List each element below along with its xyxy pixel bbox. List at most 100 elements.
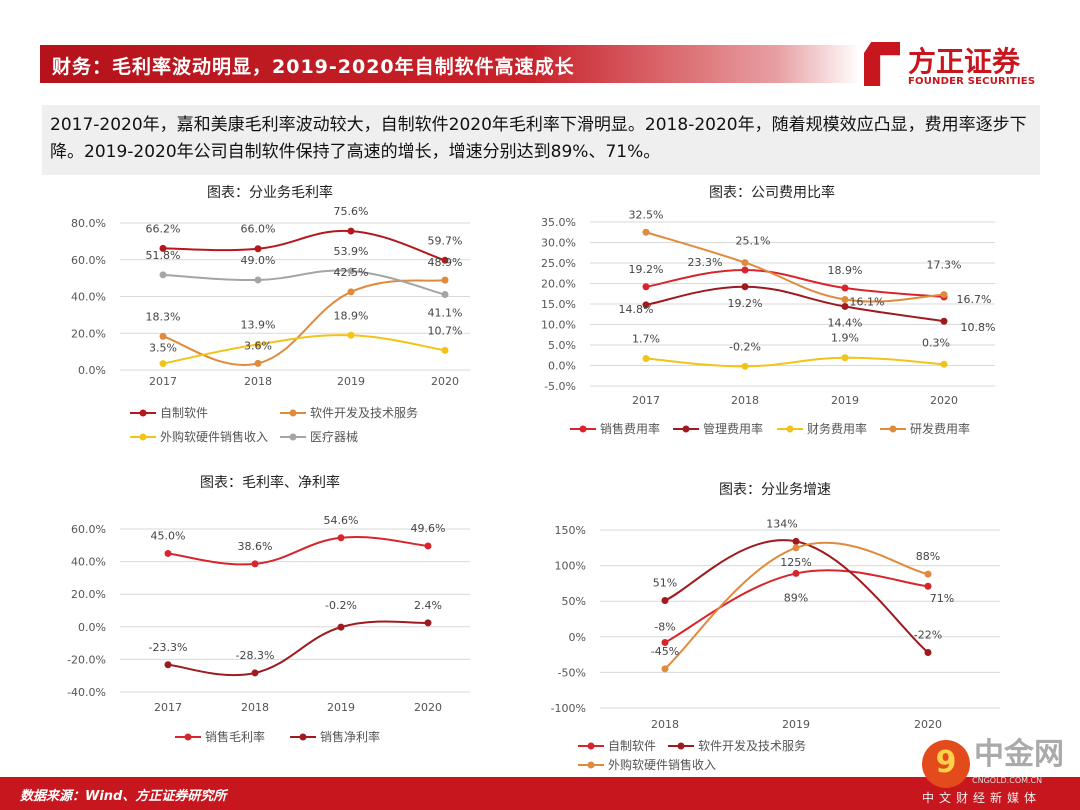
data-label: 18.9%: [334, 309, 369, 322]
data-label: 125%: [780, 556, 811, 569]
header-bar: 财务：毛利率波动明显，2019-2020年自制软件高速成长: [40, 45, 860, 83]
data-point: [441, 290, 449, 298]
data-point: [441, 346, 449, 354]
data-point: [841, 295, 849, 303]
data-point: [424, 542, 432, 550]
data-label: 2.4%: [414, 599, 442, 612]
summary-text: 2017-2020年，嘉和美康毛利率波动较大，自制软件2020年毛利率下滑明显。…: [50, 115, 1027, 162]
data-label: 10.7%: [428, 324, 463, 337]
legend-label: 自制软件: [160, 406, 208, 420]
legend-marker-icon: [677, 742, 685, 750]
data-point: [642, 228, 650, 236]
data-point: [424, 619, 432, 627]
data-point: [841, 354, 849, 362]
legend-label: 外购软硬件销售收入: [160, 429, 268, 444]
x-tick-label: 2018: [244, 375, 272, 388]
x-tick-label: 2019: [327, 701, 355, 714]
legend-label: 自制软件: [608, 739, 656, 753]
x-tick-label: 2020: [414, 701, 442, 714]
data-label: -23.3%: [149, 641, 188, 654]
x-tick-label: 2020: [930, 394, 958, 407]
y-tick-label: 25.0%: [541, 257, 576, 270]
data-point: [924, 648, 932, 656]
data-label: 19.2%: [728, 297, 763, 310]
watermark-cn: 中金网: [974, 737, 1064, 772]
legend-label: 财务费用率: [807, 421, 867, 436]
x-tick-label: 2017: [632, 394, 660, 407]
data-label: 23.3%: [688, 256, 723, 269]
y-tick-label: 100%: [555, 560, 586, 573]
legend-marker-icon: [184, 733, 192, 741]
data-point: [251, 560, 259, 568]
legend-label: 软件开发及技术服务: [310, 405, 418, 420]
data-point: [347, 267, 355, 275]
data-label: 134%: [766, 517, 797, 530]
data-source: 数据来源：Wind、方正证券研究所: [20, 789, 227, 804]
y-tick-label: -50%: [558, 666, 586, 679]
y-tick-label: -20.0%: [67, 653, 106, 666]
logo-cn: 方正证券: [908, 45, 1021, 78]
data-point: [792, 544, 800, 552]
data-label: 0.3%: [922, 336, 950, 349]
series-line: [645, 356, 945, 368]
data-point: [159, 360, 167, 368]
data-label: 88%: [916, 550, 940, 563]
x-tick-label: 2019: [337, 375, 365, 388]
data-point: [164, 661, 172, 669]
data-label: 32.5%: [629, 208, 664, 221]
data-label: 51.8%: [146, 249, 181, 262]
data-label: 18.9%: [828, 264, 863, 277]
data-point: [841, 284, 849, 292]
watermark-url: CNGOLD.COM.CN: [972, 776, 1043, 785]
x-tick-label: 2018: [651, 718, 679, 731]
founder-logo: 方正证券 FOUNDER SECURITIES: [864, 40, 1044, 92]
data-label: 25.1%: [736, 235, 771, 248]
series-line: [645, 285, 945, 323]
series-line: [167, 536, 429, 566]
legend-marker-icon: [682, 425, 690, 433]
data-point: [642, 301, 650, 309]
data-point: [254, 276, 262, 284]
y-tick-label: -5.0%: [544, 380, 576, 393]
data-point: [642, 355, 650, 363]
y-tick-label: 20.0%: [71, 588, 106, 601]
data-label: 45.0%: [151, 529, 186, 542]
data-label: 38.6%: [238, 540, 273, 553]
legend-marker-icon: [587, 742, 595, 750]
legend-label: 外购软硬件销售收入: [608, 757, 716, 772]
watermark-tag: 中文财经新媒体: [922, 791, 1042, 805]
data-label: 14.8%: [619, 303, 654, 316]
data-label: 42.5%: [334, 266, 369, 279]
data-label: 48.9%: [428, 256, 463, 269]
data-point: [159, 332, 167, 340]
legend-label: 研发费用率: [910, 421, 970, 436]
legend-label: 销售净利率: [320, 729, 380, 744]
data-point: [159, 244, 167, 252]
data-point: [337, 623, 345, 631]
data-label: 49.0%: [241, 254, 276, 267]
data-label: 54.6%: [324, 514, 359, 527]
data-point: [661, 638, 669, 646]
y-tick-label: 50%: [562, 595, 586, 608]
data-point: [441, 256, 449, 264]
y-tick-label: 30.0%: [541, 237, 576, 250]
data-label: -0.2%: [325, 599, 357, 612]
data-label: -45%: [651, 645, 679, 658]
legend-marker-icon: [289, 409, 297, 417]
footer-bar: 数据来源：Wind、方正证券研究所: [0, 777, 1080, 810]
x-tick-label: 2018: [241, 701, 269, 714]
data-point: [254, 245, 262, 253]
data-point: [347, 227, 355, 235]
data-point: [940, 291, 948, 299]
data-point: [741, 283, 749, 291]
data-point: [661, 596, 669, 604]
data-label: -0.2%: [729, 340, 761, 353]
legend-marker-icon: [587, 761, 595, 769]
y-tick-label: 40.0%: [71, 556, 106, 569]
page-title: 财务：毛利率波动明显，2019-2020年自制软件高速成长: [52, 56, 575, 78]
series-line: [162, 334, 446, 365]
series-line: [645, 268, 945, 299]
series-line: [664, 569, 929, 644]
data-label: 51%: [653, 576, 677, 589]
